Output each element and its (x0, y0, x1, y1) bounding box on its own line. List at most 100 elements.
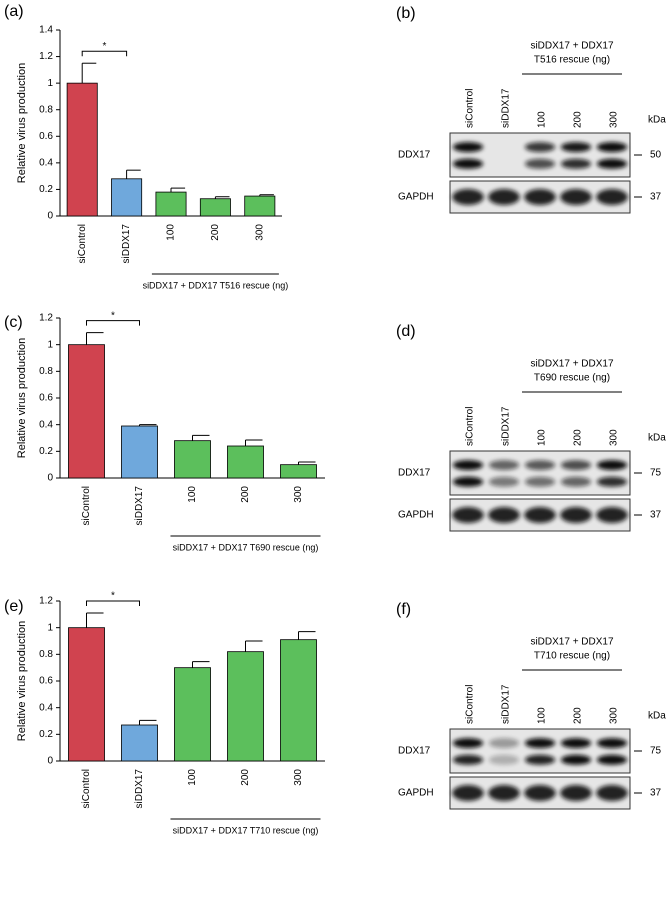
x-tick-label: 200 (240, 486, 251, 503)
error-bar (214, 196, 230, 199)
blot-band (560, 476, 592, 487)
y-tick-label: 0 (47, 211, 53, 222)
error-bar (139, 424, 157, 426)
y-tick-label: 0.8 (39, 649, 53, 660)
blot-strip (449, 498, 631, 532)
x-tick-label: siControl (77, 224, 88, 263)
error-bar (139, 719, 157, 725)
blot-band (452, 460, 484, 471)
y-tick-label: 0.4 (39, 702, 53, 713)
y-tick-label: 0.4 (39, 419, 53, 430)
y-tick-label: 1.2 (39, 313, 53, 324)
error-bar (192, 661, 210, 668)
blot-band (524, 189, 556, 205)
lane-label: 300 (609, 111, 620, 128)
bar (155, 191, 187, 217)
blot-band (524, 142, 556, 153)
error-bar (259, 194, 274, 197)
blot-band (488, 507, 520, 523)
blot-band (488, 738, 520, 749)
x-tick-label: siDDX17 (134, 486, 145, 526)
blot-bg (449, 728, 631, 774)
blot-bg (449, 132, 631, 178)
x-tick-label: 100 (166, 224, 177, 241)
group-label: siDDX17 + DDX17 (530, 637, 614, 648)
blot-strip (449, 132, 631, 178)
lane-label: 200 (573, 429, 584, 446)
bar (244, 195, 276, 217)
blot-band (596, 476, 628, 487)
group-label: siDDX17 + DDX17 T690 rescue (ng) (173, 542, 319, 552)
y-tick-label: 0.8 (39, 104, 53, 115)
row-label: GAPDH (398, 510, 434, 521)
lane-label: 300 (609, 707, 620, 724)
group-label: siDDX17 + DDX17 (530, 41, 614, 52)
x-tick-label: siControl (81, 769, 92, 808)
y-tick-label: 0.6 (39, 131, 53, 142)
blot-band (452, 476, 484, 487)
error-bar (245, 640, 263, 652)
significance-label: * (102, 41, 106, 52)
y-tick-label: 0 (47, 756, 53, 767)
bar (111, 178, 143, 217)
blot-band (452, 507, 484, 523)
error-bar (298, 461, 316, 465)
lane-label: 100 (537, 429, 548, 446)
blot-band (560, 754, 592, 765)
blot-strip (449, 450, 631, 496)
bar (227, 651, 264, 762)
y-tick-label: 1.2 (39, 596, 53, 607)
significance-bracket (86, 320, 140, 326)
blot-band (560, 738, 592, 749)
error-bar (298, 631, 316, 640)
y-tick-label: 1 (47, 339, 53, 350)
bar (66, 82, 98, 217)
bar (199, 198, 231, 217)
error-bar (81, 62, 97, 84)
bar (68, 344, 105, 479)
bar (227, 445, 264, 479)
blot-strip (449, 180, 631, 214)
bar (174, 440, 211, 479)
kda-label: 37 (650, 510, 662, 521)
blot-strip (449, 776, 631, 810)
y-tick-label: 0.6 (39, 676, 53, 687)
blot-band (524, 738, 556, 749)
group-label: T710 rescue (ng) (534, 651, 610, 662)
significance-label: * (111, 591, 115, 602)
lane-label: siControl (465, 685, 476, 724)
y-tick-label: 1 (47, 622, 53, 633)
x-tick-label: siDDX17 (121, 224, 132, 264)
lane-label: siDDX17 (501, 406, 512, 446)
blot-band (452, 158, 484, 169)
blot-band (596, 158, 628, 169)
blot-band (488, 460, 520, 471)
x-tick-label: 200 (210, 224, 221, 241)
lane-label: siDDX17 (501, 684, 512, 724)
bar (121, 724, 158, 762)
bar (174, 667, 211, 762)
blot-strip (449, 728, 631, 774)
lane-label: siControl (465, 407, 476, 446)
panel-label: (e) (4, 598, 24, 615)
blot-band (596, 507, 628, 523)
kda-header: kDa (648, 711, 666, 722)
error-bar (86, 332, 104, 345)
blot-band (452, 142, 484, 153)
significance-label: * (111, 310, 115, 321)
error-bar (192, 434, 210, 441)
blot-band (452, 785, 484, 801)
error-bar (245, 439, 263, 446)
kda-header: kDa (648, 115, 666, 126)
panel-label: (b) (396, 5, 416, 22)
bar (121, 425, 158, 479)
blot-band (596, 754, 628, 765)
lane-label: 200 (573, 707, 584, 724)
blot-band (596, 785, 628, 801)
y-tick-label: 1.4 (39, 25, 53, 36)
x-tick-label: siDDX17 (134, 769, 145, 809)
kda-label: 50 (650, 150, 662, 161)
blot-band (524, 158, 556, 169)
x-tick-label: 300 (293, 769, 304, 786)
x-tick-label: 300 (293, 486, 304, 503)
